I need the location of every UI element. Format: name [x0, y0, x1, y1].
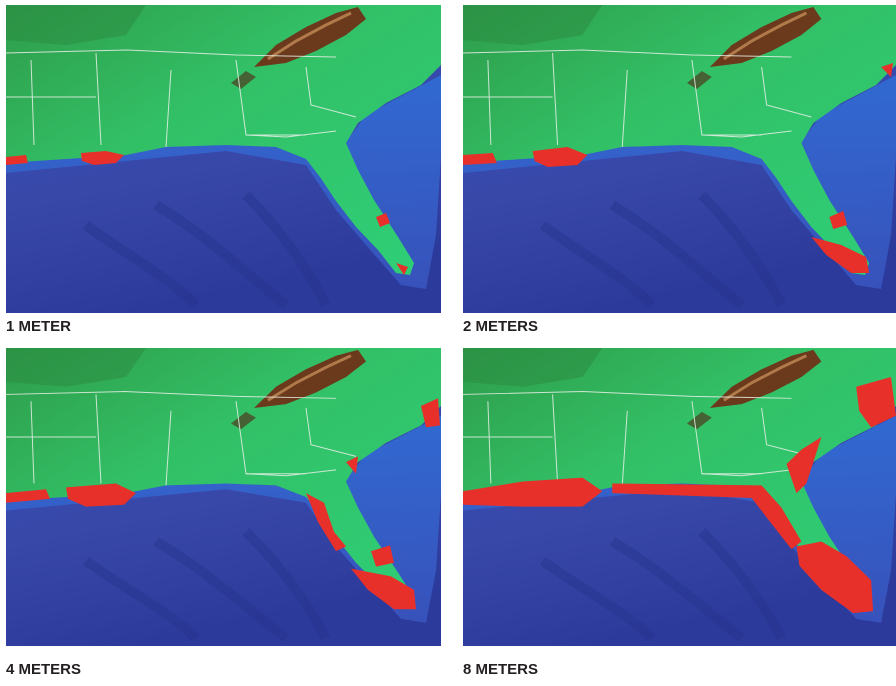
flood-area: [6, 151, 408, 275]
map-panel: 2 METERS: [463, 5, 896, 335]
flood-area: [463, 63, 894, 273]
map-panel: 4 METERS: [6, 348, 441, 678]
map-panel: 8 METERS: [463, 348, 896, 678]
map: [6, 348, 441, 646]
map: [463, 348, 896, 646]
flood-area: [6, 398, 440, 610]
map: [6, 5, 441, 313]
flood-area: [463, 377, 896, 614]
map-panel: 1 METER: [6, 5, 441, 335]
caption: 2 METERS: [463, 318, 538, 335]
caption: 4 METERS: [6, 661, 81, 678]
map: [463, 5, 896, 313]
caption: 8 METERS: [463, 661, 538, 678]
caption: 1 METER: [6, 318, 71, 335]
